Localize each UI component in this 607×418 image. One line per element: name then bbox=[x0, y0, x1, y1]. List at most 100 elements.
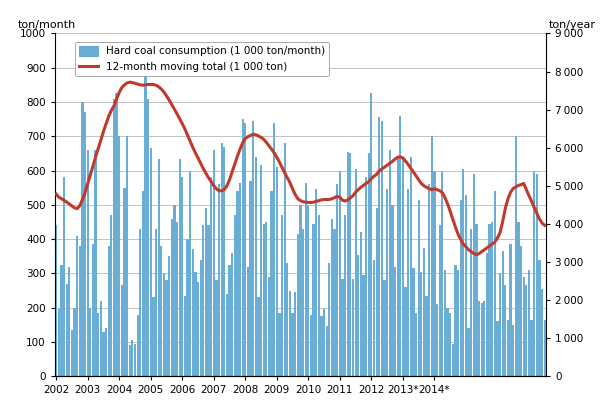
Bar bbox=[129, 345, 131, 376]
Bar bbox=[441, 171, 443, 376]
Bar bbox=[493, 191, 496, 376]
Bar bbox=[81, 102, 84, 376]
Bar bbox=[95, 150, 97, 376]
Bar bbox=[325, 326, 328, 376]
Bar bbox=[192, 250, 194, 376]
Bar bbox=[236, 191, 239, 376]
Bar bbox=[509, 244, 512, 376]
Bar bbox=[376, 208, 378, 376]
Bar bbox=[283, 143, 286, 376]
Bar bbox=[378, 117, 381, 376]
Bar bbox=[483, 301, 486, 376]
Bar bbox=[426, 296, 428, 376]
Bar bbox=[357, 255, 359, 376]
Bar bbox=[87, 150, 89, 376]
Bar bbox=[239, 183, 241, 376]
Bar bbox=[163, 273, 165, 376]
Bar bbox=[218, 184, 220, 376]
Bar bbox=[305, 183, 307, 376]
Bar bbox=[423, 247, 425, 376]
Bar bbox=[118, 136, 120, 376]
Bar bbox=[396, 157, 399, 376]
Bar bbox=[392, 205, 393, 376]
Bar bbox=[92, 244, 94, 376]
Bar bbox=[200, 260, 202, 376]
Bar bbox=[331, 219, 333, 376]
Bar bbox=[497, 321, 498, 376]
Bar bbox=[394, 267, 396, 376]
Bar bbox=[184, 296, 186, 376]
Bar bbox=[160, 246, 163, 376]
Bar bbox=[279, 313, 280, 376]
Bar bbox=[428, 184, 430, 376]
Bar bbox=[499, 273, 501, 376]
Bar bbox=[386, 189, 388, 376]
Bar bbox=[271, 191, 273, 376]
Bar bbox=[105, 328, 107, 376]
Bar bbox=[134, 344, 136, 376]
Bar bbox=[84, 112, 86, 376]
Bar bbox=[249, 181, 252, 376]
Bar bbox=[365, 177, 367, 376]
Legend: Hard coal consumption (1 000 ton/month), 12-month moving total (1 000 ton): Hard coal consumption (1 000 ton/month),… bbox=[75, 42, 329, 76]
Bar bbox=[247, 267, 249, 376]
Bar bbox=[212, 150, 215, 376]
Bar bbox=[525, 285, 527, 376]
Bar bbox=[66, 284, 68, 376]
Bar bbox=[507, 320, 509, 376]
Bar bbox=[360, 232, 362, 376]
Bar bbox=[255, 157, 257, 376]
Bar bbox=[402, 158, 404, 376]
Bar bbox=[433, 171, 436, 376]
Bar bbox=[68, 267, 70, 376]
Bar bbox=[412, 268, 415, 376]
Bar bbox=[150, 148, 152, 376]
Bar bbox=[517, 222, 520, 376]
Bar bbox=[178, 158, 181, 376]
Bar bbox=[354, 169, 357, 376]
Bar bbox=[328, 263, 330, 376]
Bar bbox=[410, 157, 412, 376]
Bar bbox=[223, 147, 225, 376]
Bar bbox=[531, 320, 533, 376]
Bar bbox=[462, 169, 464, 376]
Bar bbox=[263, 224, 265, 376]
Bar bbox=[444, 270, 446, 376]
Bar bbox=[89, 308, 92, 376]
Bar bbox=[260, 166, 262, 376]
Bar bbox=[418, 200, 420, 376]
Bar bbox=[431, 136, 433, 376]
Bar bbox=[115, 94, 118, 376]
Bar bbox=[181, 177, 183, 376]
Bar bbox=[289, 291, 291, 376]
Bar bbox=[176, 222, 178, 376]
Bar bbox=[384, 280, 385, 376]
Bar bbox=[399, 116, 401, 376]
Bar bbox=[208, 225, 209, 376]
Bar bbox=[436, 304, 438, 376]
Bar bbox=[257, 297, 260, 376]
Bar bbox=[210, 177, 212, 376]
Bar bbox=[55, 225, 57, 376]
Bar bbox=[171, 219, 173, 376]
Bar bbox=[186, 239, 189, 376]
Bar bbox=[147, 99, 149, 376]
Bar bbox=[287, 263, 288, 376]
Bar bbox=[373, 260, 375, 376]
Bar bbox=[449, 313, 451, 376]
Bar bbox=[268, 277, 270, 376]
Bar bbox=[404, 287, 407, 376]
Bar bbox=[333, 229, 336, 376]
Bar bbox=[107, 246, 110, 376]
Bar bbox=[501, 251, 504, 376]
Bar bbox=[538, 260, 541, 376]
Bar bbox=[73, 308, 76, 376]
Bar bbox=[291, 313, 294, 376]
Bar bbox=[158, 158, 160, 376]
Bar bbox=[347, 152, 349, 376]
Bar bbox=[362, 275, 365, 376]
Bar bbox=[475, 224, 478, 376]
Bar bbox=[131, 340, 134, 376]
Bar bbox=[197, 282, 199, 376]
Bar bbox=[533, 171, 535, 376]
